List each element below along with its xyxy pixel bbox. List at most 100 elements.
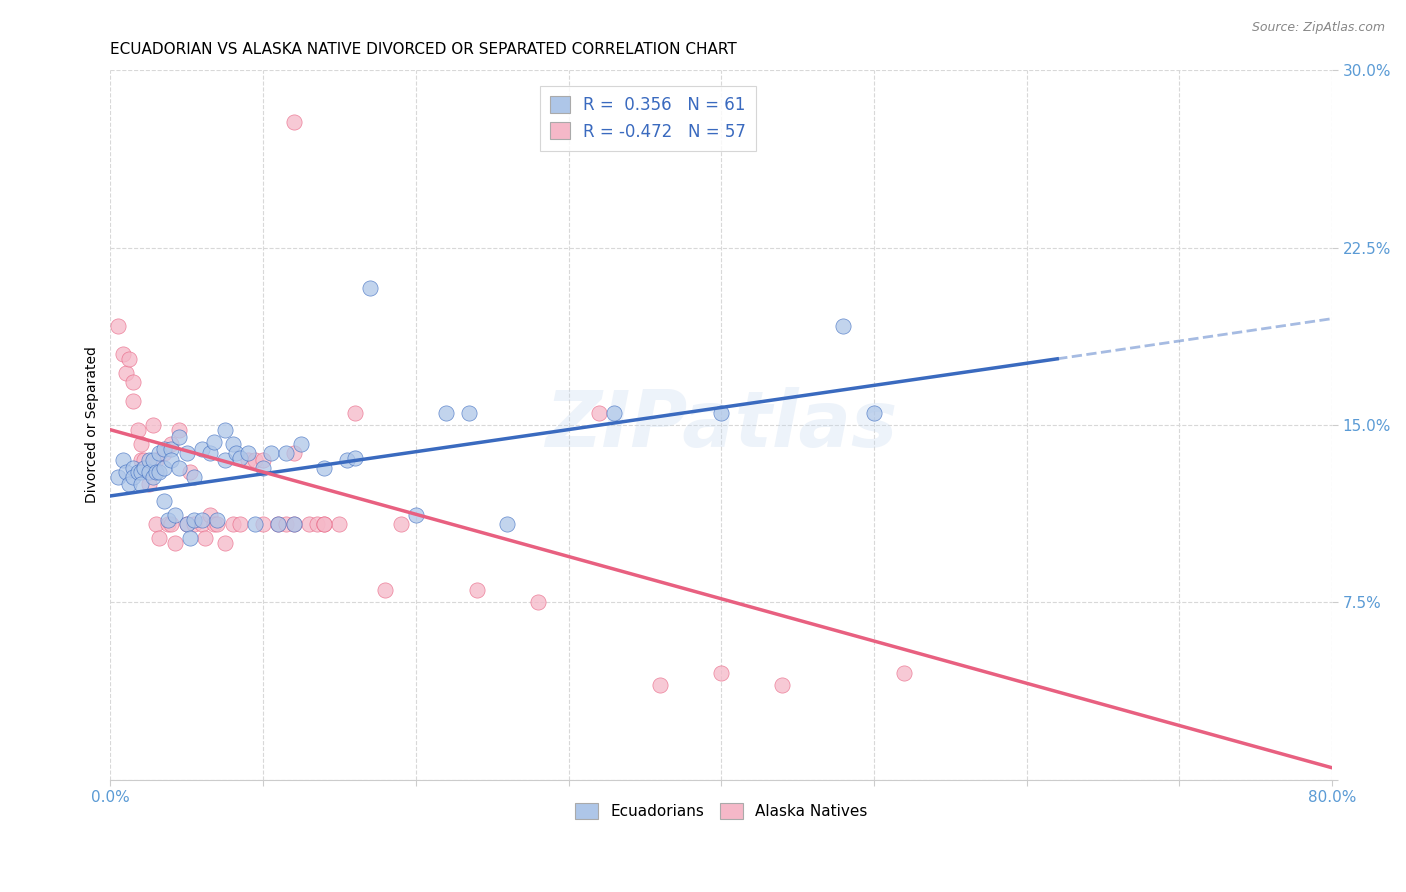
Point	[252, 517, 274, 532]
Point	[145, 465, 167, 479]
Point	[314, 460, 336, 475]
Point	[336, 453, 359, 467]
Point	[863, 406, 886, 420]
Point	[389, 517, 412, 532]
Point	[588, 406, 610, 420]
Point	[148, 446, 170, 460]
Text: ECUADORIAN VS ALASKA NATIVE DIVORCED OR SEPARATED CORRELATION CHART: ECUADORIAN VS ALASKA NATIVE DIVORCED OR …	[111, 42, 737, 57]
Point	[202, 434, 225, 449]
Point	[142, 453, 165, 467]
Point	[314, 517, 336, 532]
Point	[207, 512, 229, 526]
Point	[710, 666, 733, 681]
Point	[167, 423, 190, 437]
Point	[202, 517, 225, 532]
Point	[183, 517, 205, 532]
Point	[191, 512, 214, 526]
Point	[298, 517, 321, 532]
Point	[283, 115, 305, 129]
Point	[122, 376, 145, 390]
Point	[167, 460, 190, 475]
Point	[290, 437, 312, 451]
Point	[191, 442, 214, 456]
Point	[157, 517, 180, 532]
Point	[214, 453, 236, 467]
Point	[245, 517, 267, 532]
Point	[176, 517, 198, 532]
Point	[132, 453, 155, 467]
Point	[267, 517, 290, 532]
Point	[214, 536, 236, 550]
Point	[832, 318, 855, 333]
Point	[603, 406, 626, 420]
Point	[114, 366, 136, 380]
Point	[138, 477, 160, 491]
Point	[163, 536, 186, 550]
Point	[225, 446, 247, 460]
Point	[283, 517, 305, 532]
Point	[122, 470, 145, 484]
Point	[176, 446, 198, 460]
Point	[343, 451, 366, 466]
Y-axis label: Divorced or Separated: Divorced or Separated	[86, 347, 100, 503]
Point	[176, 517, 198, 532]
Point	[274, 517, 297, 532]
Point	[283, 446, 305, 460]
Point	[111, 347, 134, 361]
Point	[138, 465, 160, 479]
Point	[122, 394, 145, 409]
Point	[129, 477, 152, 491]
Point	[167, 430, 190, 444]
Point	[207, 517, 229, 532]
Point	[710, 406, 733, 420]
Point	[157, 512, 180, 526]
Point	[129, 453, 152, 467]
Legend: Ecuadorians, Alaska Natives: Ecuadorians, Alaska Natives	[569, 797, 873, 825]
Point	[142, 470, 165, 484]
Point	[107, 470, 129, 484]
Point	[252, 460, 274, 475]
Point	[191, 517, 214, 532]
Point	[893, 666, 915, 681]
Point	[221, 437, 243, 451]
Point	[434, 406, 457, 420]
Point	[142, 417, 165, 432]
Point	[160, 442, 183, 456]
Point	[129, 465, 152, 479]
Point	[118, 351, 141, 366]
Point	[305, 517, 328, 532]
Point	[183, 512, 205, 526]
Point	[359, 281, 381, 295]
Point	[221, 517, 243, 532]
Point	[458, 406, 481, 420]
Point	[405, 508, 427, 522]
Point	[374, 583, 396, 598]
Text: ZIPatlas: ZIPatlas	[546, 387, 897, 463]
Point	[236, 446, 259, 460]
Point	[527, 595, 550, 609]
Point	[198, 508, 221, 522]
Point	[179, 532, 201, 546]
Point	[118, 477, 141, 491]
Point	[328, 517, 350, 532]
Point	[138, 453, 160, 467]
Point	[111, 453, 134, 467]
Point	[465, 583, 488, 598]
Point	[229, 451, 252, 466]
Point	[650, 678, 672, 692]
Point	[153, 446, 176, 460]
Point	[198, 446, 221, 460]
Point	[114, 465, 136, 479]
Point	[145, 517, 167, 532]
Point	[343, 406, 366, 420]
Point	[107, 318, 129, 333]
Point	[314, 517, 336, 532]
Point	[153, 442, 176, 456]
Point	[138, 465, 160, 479]
Point	[132, 460, 155, 475]
Point	[145, 453, 167, 467]
Point	[129, 437, 152, 451]
Point	[160, 437, 183, 451]
Point	[122, 460, 145, 475]
Point	[153, 493, 176, 508]
